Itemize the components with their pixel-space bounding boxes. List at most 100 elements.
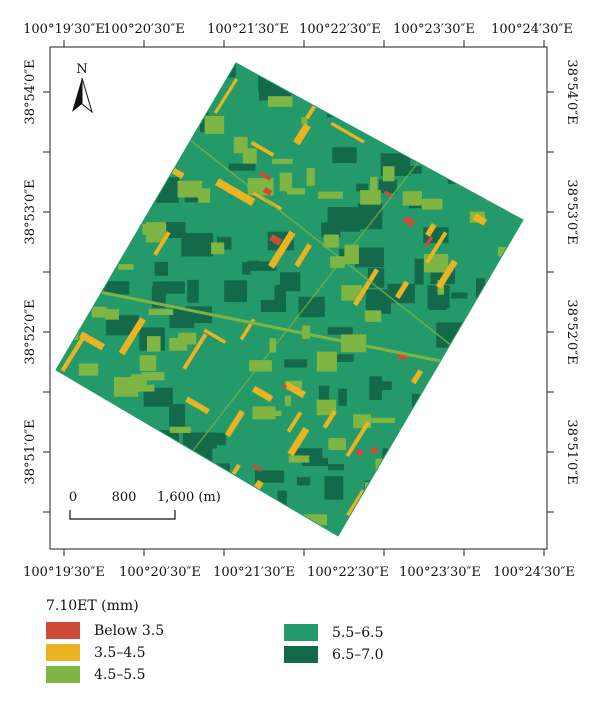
- raster-patch: [148, 309, 174, 316]
- raster-patch: [507, 279, 523, 291]
- right-label-3: 38°52′0″E: [564, 299, 579, 364]
- raster-patch: [423, 469, 441, 493]
- legend-title: 7.10ET (mm): [46, 598, 139, 614]
- raster-patch: [143, 387, 173, 407]
- legend-swatch: [284, 646, 318, 663]
- raster-patch: [302, 325, 311, 339]
- raster-patch: [178, 332, 197, 345]
- raster-patch: [327, 327, 353, 335]
- raster-patch: [148, 504, 166, 513]
- raster-patch: [514, 514, 523, 520]
- raster-patch: [421, 122, 444, 137]
- raster-patch: [506, 376, 523, 397]
- raster-patch: [346, 521, 375, 536]
- raster-patch: [356, 183, 369, 192]
- raster-patch: [466, 408, 484, 426]
- raster-patch: [303, 514, 328, 526]
- top-label-1: 100°19′30″E: [23, 22, 105, 37]
- raster-patch: [428, 148, 438, 160]
- top-label-5: 100°23′30″E: [393, 22, 475, 37]
- raster-patch: [444, 363, 456, 379]
- raster-patch: [435, 259, 458, 290]
- raster-patch: [500, 118, 521, 136]
- raster-patch: [246, 503, 266, 511]
- raster-patch: [509, 244, 522, 262]
- raster-patch: [465, 442, 497, 463]
- raster-patch: [399, 69, 431, 96]
- raster-patch: [414, 258, 424, 285]
- raster-patch: [287, 426, 310, 457]
- raster-patch: [364, 496, 384, 513]
- raster-patch: [94, 476, 113, 503]
- raster-patch: [508, 75, 523, 89]
- raster-patch: [334, 63, 361, 81]
- raster-patch: [65, 296, 78, 312]
- top-label-3: 100°21′30″E: [207, 22, 289, 37]
- raster-patch: [155, 177, 179, 203]
- raster-patch: [198, 188, 211, 203]
- bottom-label-6: 100°24′30″E: [493, 565, 575, 580]
- road-main: [89, 288, 461, 367]
- raster-patch: [130, 384, 155, 392]
- raster-patch: [405, 469, 424, 485]
- raster-patch: [169, 404, 186, 427]
- raster-patch: [375, 458, 384, 475]
- raster-patch: [475, 346, 485, 366]
- raster-patch: [258, 74, 292, 91]
- raster-patch: [153, 231, 171, 256]
- raster-patch: [118, 264, 134, 270]
- raster-patch: [506, 511, 523, 531]
- raster-patch: [60, 334, 87, 373]
- raster-patch: [409, 165, 422, 174]
- raster-patch: [279, 272, 301, 292]
- raster-patch: [482, 428, 501, 454]
- raster-patch: [269, 338, 277, 353]
- raster-patch: [139, 74, 154, 87]
- raster-patch: [353, 93, 375, 122]
- raster-patch: [511, 359, 523, 373]
- legend-label: 3.5–4.5: [94, 644, 146, 661]
- raster-patch: [155, 72, 181, 89]
- north-label: N: [76, 62, 87, 77]
- raster-patch: [148, 463, 182, 484]
- raster-patch: [248, 260, 259, 268]
- legend-swatch: [284, 624, 318, 641]
- raster-patch: [132, 71, 172, 98]
- raster-patch: [127, 144, 156, 165]
- raster-patch: [212, 63, 236, 78]
- raster-patch: [316, 351, 337, 372]
- raster-patch: [56, 237, 71, 246]
- raster-patch: [365, 289, 391, 314]
- raster-patch: [120, 68, 149, 87]
- raster-patch: [95, 121, 107, 130]
- raster-patch: [204, 115, 225, 134]
- raster-patch: [281, 383, 288, 390]
- raster-patch: [478, 110, 497, 137]
- right-label-4: 38°51′0″E: [564, 419, 579, 484]
- bottom-label-4: 100°22′30″E: [307, 565, 389, 580]
- raster-patch: [132, 80, 148, 90]
- raster-patch: [83, 124, 100, 150]
- raster-patch: [402, 191, 422, 206]
- raster-patch: [301, 117, 308, 124]
- bottom-label-1: 100°19′30″E: [23, 565, 105, 580]
- raster-patch: [355, 448, 365, 457]
- raster-patch: [185, 396, 210, 415]
- raster-patch: [331, 354, 354, 362]
- raster-patch: [465, 367, 479, 378]
- raster-patch: [258, 171, 272, 181]
- raster-patch: [293, 123, 311, 146]
- raster-patch: [451, 292, 468, 299]
- raster-patch: [424, 435, 439, 446]
- raster-patch: [215, 178, 256, 206]
- raster-patch: [491, 105, 509, 122]
- raster-patch: [369, 176, 378, 194]
- raster-patch: [338, 388, 347, 406]
- raster-patch: [60, 113, 70, 122]
- raster-patch: [242, 262, 251, 275]
- road-diag-1: [189, 139, 471, 361]
- raster-patch: [425, 223, 437, 237]
- raster-patch: [332, 147, 357, 163]
- raster-patch: [429, 96, 446, 116]
